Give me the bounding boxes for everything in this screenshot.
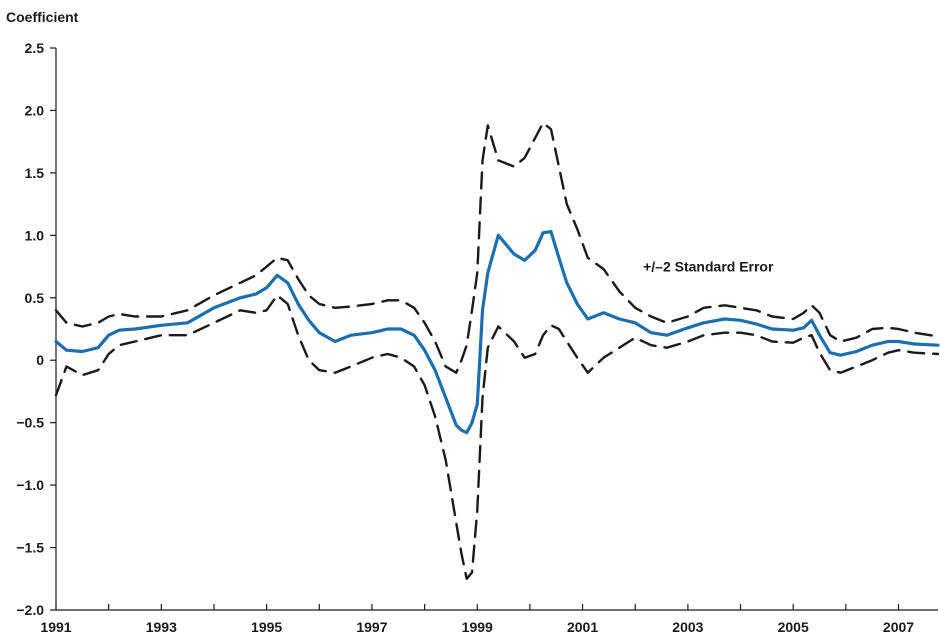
y-tick-label: 1.5	[25, 165, 45, 181]
standard-error-annotation: +/–2 Standard Error	[643, 259, 774, 275]
x-tick-label: 1997	[356, 619, 387, 635]
y-axis-title: Coefficient	[6, 9, 79, 25]
x-tick-label: 2007	[883, 619, 914, 635]
series-layer	[54, 121, 940, 580]
y-tick-label: −2.0	[16, 602, 44, 618]
x-tick-label: 2005	[778, 619, 809, 635]
y-axis: 2.5 2.0 1.5 1.0 0.5 0 −0.5 −1.0 −1.5 −2.0	[16, 40, 57, 618]
y-tick-label: −1.5	[16, 540, 44, 556]
coefficient-line	[54, 230, 940, 435]
y-tick-label: 1.0	[25, 227, 45, 243]
x-tick-label: 2003	[672, 619, 703, 635]
x-tick-label: 1993	[146, 619, 177, 635]
x-axis: 1991 1993 1995 1997 1999 2001 2003 2005 2007	[40, 604, 938, 635]
x-tick-label: 1995	[251, 619, 282, 635]
y-tick-label: 0	[36, 352, 44, 368]
x-tick-label: 1999	[462, 619, 493, 635]
y-tick-label: 0.5	[25, 290, 45, 306]
y-tick-label: 2.0	[25, 102, 45, 118]
x-tick-label: 2001	[567, 619, 598, 635]
x-tick-label: 1991	[40, 619, 71, 635]
y-tick-label: 2.5	[25, 40, 45, 56]
upper-band-line	[54, 121, 940, 374]
y-tick-label: −1.0	[16, 477, 44, 493]
y-tick-label: −0.5	[16, 415, 44, 431]
lower-band-line	[54, 294, 940, 580]
